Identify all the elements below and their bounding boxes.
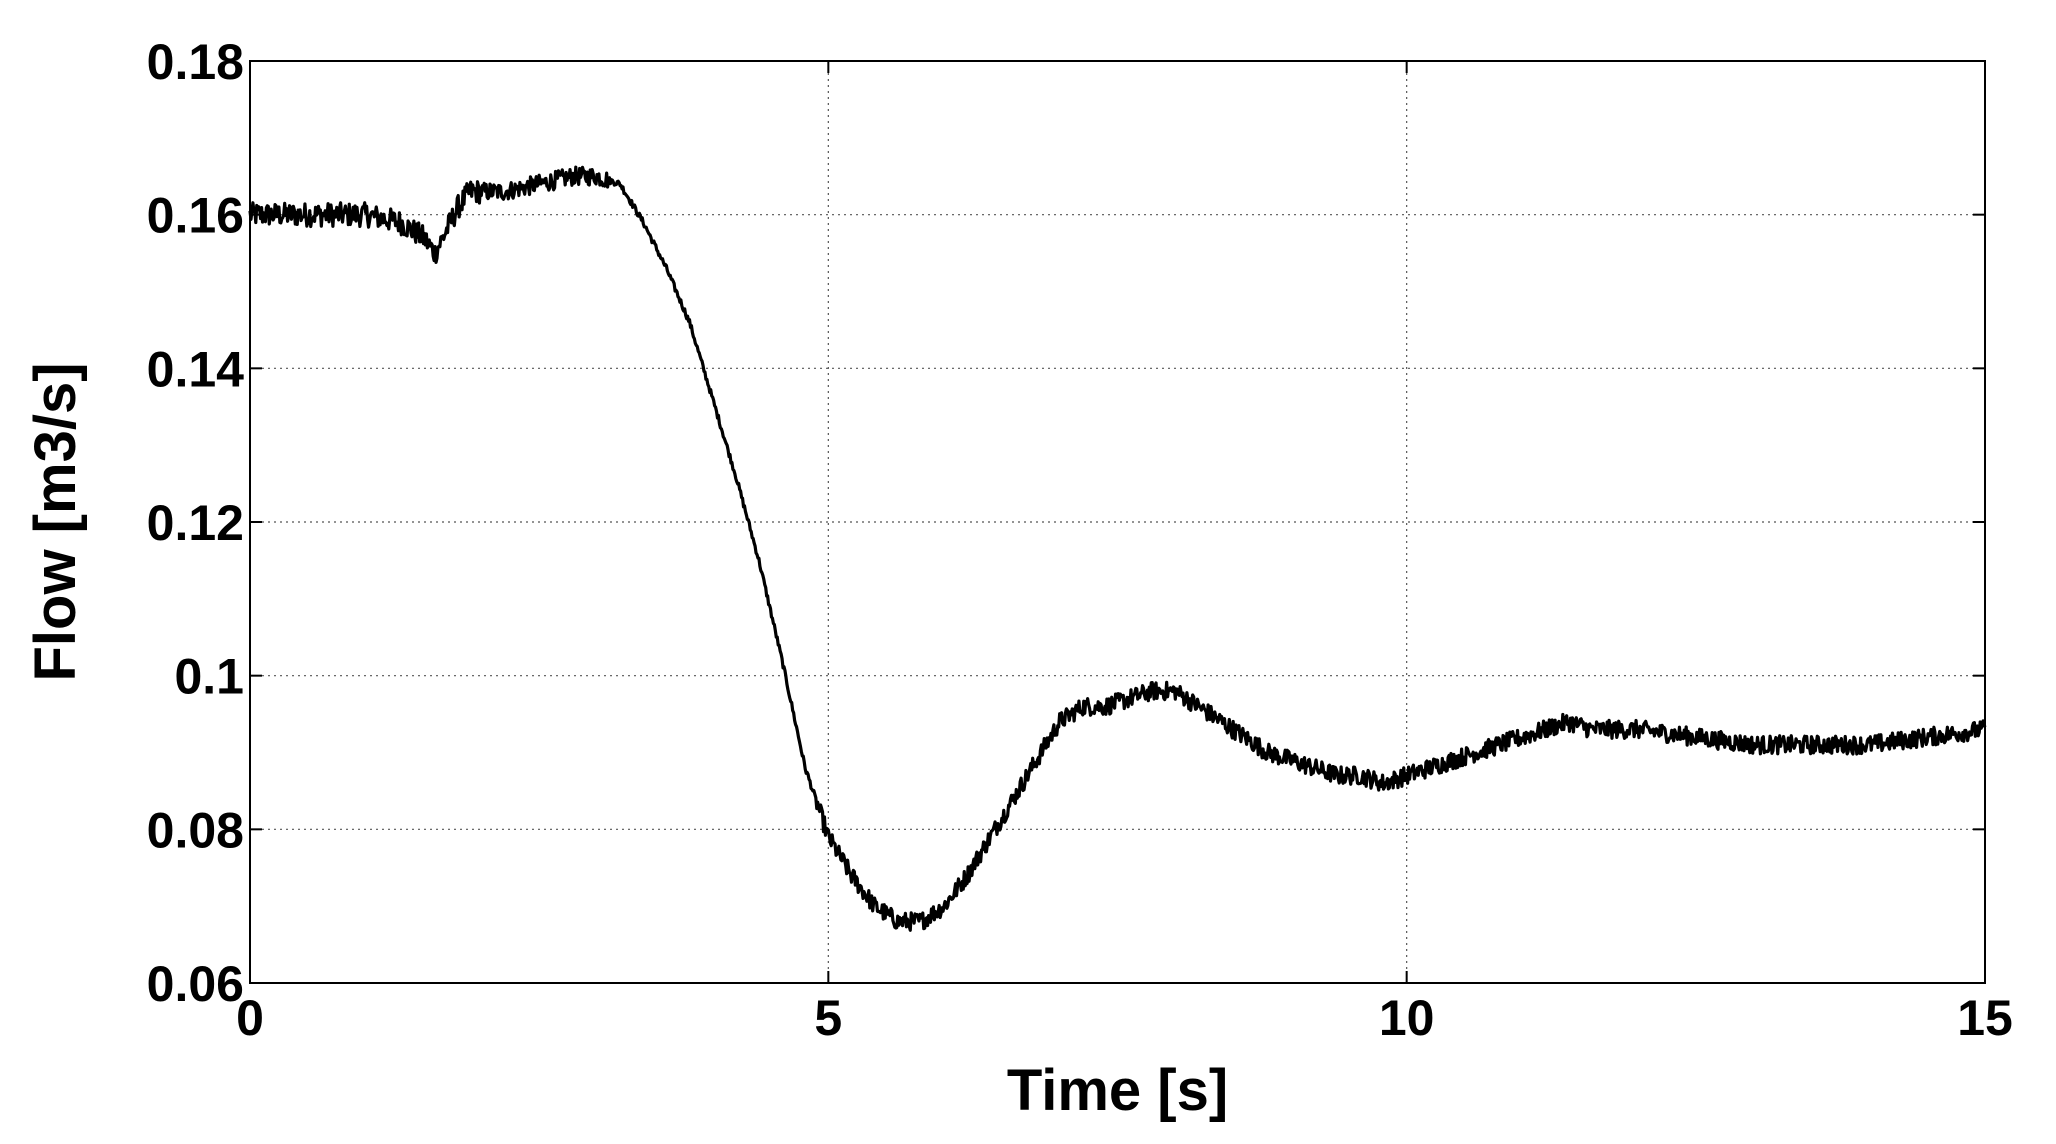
y-tick-label: 0.18 — [147, 34, 244, 90]
y-axis-title: Flow [m3/s] — [23, 362, 88, 681]
y-tick-label: 0.14 — [147, 341, 245, 397]
y-tick-label: 0.08 — [147, 802, 244, 858]
x-tick-label: 10 — [1379, 990, 1435, 1046]
data-series — [248, 165, 1987, 932]
plot-area-frame — [249, 60, 1986, 984]
y-tick-label: 0.1 — [174, 649, 244, 705]
y-tick-label: 0.06 — [147, 956, 244, 1012]
tick-labels: 0 5 10 15 0.06 0.08 0.1 0.12 0.14 0.16 0.18 — [147, 34, 2013, 1046]
grid-lines — [250, 61, 1985, 983]
axis-ticks — [249, 60, 1986, 984]
x-axis-title: Time [s] — [1007, 1058, 1228, 1123]
y-tick-label: 0.16 — [147, 188, 244, 244]
x-tick-label: 0 — [236, 990, 264, 1046]
flow-series-line — [248, 165, 1987, 932]
x-tick-label: 5 — [814, 990, 842, 1046]
y-tick-label: 0.12 — [147, 495, 244, 551]
x-tick-label: 15 — [1957, 990, 2013, 1046]
